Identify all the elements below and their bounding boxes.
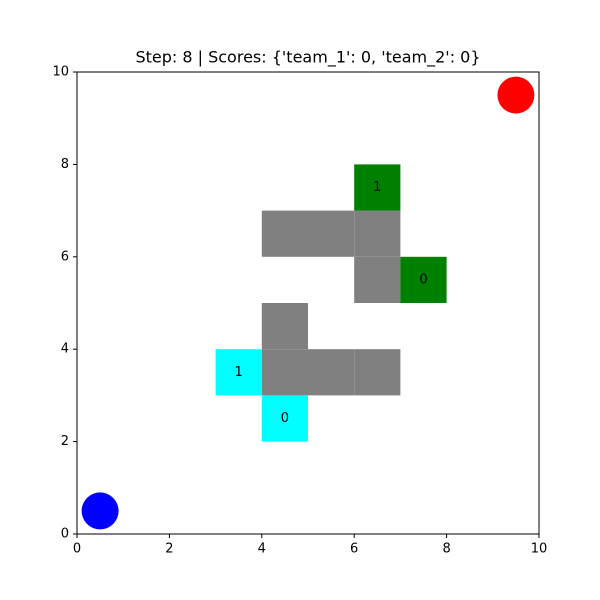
y-tick-label: 4 <box>61 342 69 357</box>
wall <box>354 349 401 396</box>
wall <box>261 210 308 257</box>
y-tick-label: 6 <box>61 249 69 264</box>
x-tick-label: 2 <box>165 542 173 557</box>
x-tick-label: 10 <box>531 542 548 557</box>
agent <box>400 256 447 303</box>
agent <box>215 349 262 396</box>
title: Step: 8 | Scores: {'team_1': 0, 'team_2'… <box>135 48 480 68</box>
x-tick-label: 6 <box>350 542 358 557</box>
agent <box>354 164 401 211</box>
agent-label: 1 <box>373 180 381 195</box>
agent-label: 0 <box>419 272 427 287</box>
wall <box>354 256 401 303</box>
x-tick-label: 8 <box>442 542 450 557</box>
x-tick-label: 0 <box>73 542 81 557</box>
base <box>81 492 119 530</box>
agent-label: 0 <box>281 411 289 426</box>
wall <box>308 349 355 396</box>
wall <box>261 349 308 396</box>
y-tick-label: 10 <box>52 65 69 80</box>
axes-frame <box>76 71 540 535</box>
y-tick-label: 2 <box>61 434 69 449</box>
wall <box>308 210 355 257</box>
agent <box>261 395 308 442</box>
agent-label: 1 <box>235 365 243 380</box>
wall <box>261 303 308 350</box>
wall <box>354 210 401 257</box>
y-tick-label: 8 <box>61 157 69 172</box>
x-tick-label: 4 <box>258 542 266 557</box>
y-tick-label: 0 <box>61 527 69 542</box>
base <box>497 76 535 114</box>
